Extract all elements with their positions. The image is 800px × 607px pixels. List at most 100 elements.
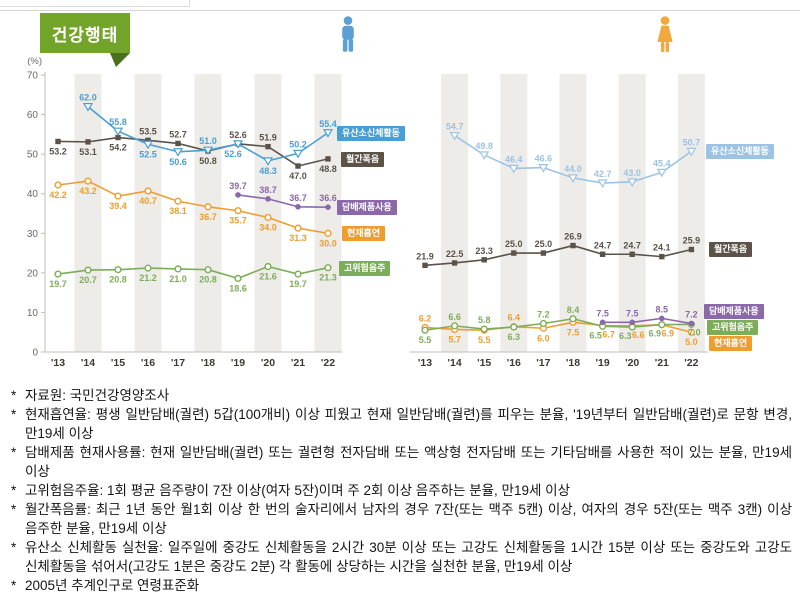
male-figure-icon (342, 16, 354, 52)
point-label: 50.7 (683, 137, 701, 147)
point-label: 21.2 (139, 273, 157, 283)
point-label: 39.7 (229, 181, 247, 191)
series-담배제품사용: 39.7 38.7 36.7 36.6 (229, 181, 337, 210)
point-label: 53.2 (49, 146, 67, 156)
top-left-border-remnant (0, 0, 190, 7)
svg-text:'13: '13 (51, 357, 65, 369)
legend-담배제품사용: 담배제품사용 (704, 304, 764, 319)
footnote-text: 자료원: 국민건강영양조사 (25, 388, 170, 403)
point-label: 52.6 (229, 130, 247, 140)
point-label: 7.5 (567, 327, 580, 337)
svg-text:'14: '14 (81, 357, 95, 369)
series-월간폭음: 53.2 53.1 54.2 53.5 52.7 50.8 52.6 51.9 47.0 48.8 (49, 126, 337, 181)
legend-월간폭음: 월간폭음 (709, 242, 753, 257)
series-유산소신체활동: 62.0 55.8 52.5 50.6 51.0 52.6 48.3 50.2 55.4 (79, 93, 337, 176)
series-고위험음주: 19.7 20.7 20.8 21.2 21.0 20.8 18.6 21.6 19.7 21.3 (49, 262, 337, 293)
point-label: 6.6 (632, 330, 645, 340)
point-label: 7.2 (537, 310, 550, 320)
point-label: 52.6 (224, 149, 242, 159)
point-label: 38.1 (169, 206, 187, 216)
point-label: 47.0 (289, 171, 307, 181)
series-유산소신체활동: 54.7 49.8 46.4 46.6 44.0 42.7 43.0 45.4 50.7 (446, 122, 701, 189)
svg-text:'19: '19 (596, 357, 610, 369)
point-label: 42.7 (594, 169, 612, 179)
point-label: 43.2 (79, 186, 97, 196)
legend-유산소신체활동: 유산소신체활동 (337, 126, 405, 141)
point-label: 22.5 (446, 249, 464, 259)
point-label: 18.6 (229, 283, 247, 293)
section-title-badge: 건강행태 (40, 13, 130, 53)
point-label: 8.5 (656, 304, 669, 314)
point-label: 53.5 (139, 126, 157, 136)
point-label: 21.9 (416, 251, 434, 261)
svg-text:60: 60 (27, 110, 39, 121)
footnote-bullet: * (11, 407, 17, 422)
point-label: 6.9 (662, 329, 675, 339)
footnote-item-5: * 월간폭음률: 최근 1년 동안 월1회 이상 한 번의 술자리에서 남자의 경… (10, 500, 792, 538)
point-label: 21.3 (319, 273, 337, 283)
y-axis: (%) 70 60 50 40 30 20 10 0 (27, 56, 46, 359)
svg-text:10: 10 (27, 308, 39, 319)
point-label: 21.0 (169, 274, 187, 284)
point-label: 52.7 (169, 129, 187, 139)
point-label: 40.7 (139, 196, 157, 206)
svg-text:'18: '18 (201, 357, 215, 369)
legend-현재흡연: 현재흡연 (342, 226, 386, 241)
point-label: 7.5 (596, 308, 609, 318)
svg-text:70: 70 (27, 71, 39, 82)
point-label: 54.2 (109, 143, 127, 153)
year-bands (74, 74, 342, 352)
point-label: 20.8 (109, 275, 127, 285)
point-label: 23.3 (475, 246, 493, 256)
legend-고위험음주: 고위험음주 (339, 261, 391, 276)
point-label: 55.8 (109, 117, 127, 127)
point-label: 7.5 (626, 308, 639, 318)
svg-text:'15: '15 (111, 357, 125, 369)
footnote-bullet: * (11, 445, 17, 460)
footnote-text: 월간폭음률: 최근 1년 동안 월1회 이상 한 번의 술자리에서 남자의 경우… (25, 502, 792, 536)
series-월간폭음: 21.9 22.5 23.3 25.0 25.0 26.9 24.7 24.7 24.1 25.9 (416, 232, 700, 269)
point-label: 8.4 (567, 305, 580, 315)
point-label: 62.0 (79, 93, 97, 103)
point-label: 43.0 (623, 168, 641, 178)
legend-담배제품사용: 담배제품사용 (337, 200, 397, 215)
footnote-bullet: * (11, 388, 17, 403)
svg-text:'20: '20 (625, 357, 639, 369)
point-label: 5.0 (685, 337, 698, 347)
svg-text:'20: '20 (261, 357, 275, 369)
svg-text:'22: '22 (684, 357, 698, 369)
point-label: 42.2 (49, 190, 67, 200)
series-현재흡연: 42.2 43.2 39.4 40.7 38.1 36.7 35.7 34.0 31.3 30.0 (49, 177, 337, 248)
x-axis: '13 '14 '15 '16 '17 '18 '19 '20 '21 '22 (410, 351, 708, 369)
point-label: 6.9 (649, 329, 662, 339)
point-label: 24.1 (653, 243, 671, 253)
footnote-bullet: * (11, 502, 17, 517)
point-label: 25.0 (505, 239, 523, 249)
svg-text:'18: '18 (566, 357, 580, 369)
point-label: 6.4 (508, 313, 521, 323)
svg-text:'16: '16 (141, 357, 155, 369)
point-label: 36.6 (319, 193, 337, 203)
point-label: 48.3 (259, 166, 277, 176)
footnote-text: 현재흡연율: 평생 일반담배(궐련) 5갑(100개비) 이상 피웠고 현재 일… (25, 407, 792, 441)
point-label: 36.7 (289, 193, 307, 203)
footnotes: * 자료원: 국민건강영양조사 * 현재흡연율: 평생 일반담배(궐련) 5갑(100… (10, 386, 792, 595)
point-label: 6.3 (508, 332, 521, 342)
point-label: 45.4 (653, 158, 671, 168)
point-label: 21.6 (259, 272, 277, 282)
footnote-item-1: * 자료원: 국민건강영양조사 (10, 386, 792, 405)
legend-고위험음주: 고위험음주 (707, 320, 759, 335)
svg-text:(%): (%) (27, 56, 42, 67)
point-label: 49.8 (475, 141, 493, 151)
point-label: 20.7 (79, 275, 97, 285)
svg-text:50: 50 (27, 150, 39, 161)
footnote-text: 담배제품 현재사용률: 현재 일반담배(궐련) 또는 궐련형 전자담배 또는 액… (25, 445, 792, 479)
point-label: 55.4 (319, 119, 337, 129)
point-label: 50.6 (169, 157, 187, 167)
point-label: 31.3 (289, 233, 307, 243)
point-label: 51.9 (259, 133, 277, 143)
series-고위험음주: 5.5 6.6 5.8 6.3 7.2 8.4 6.5 6.3 6.9 7.0 (419, 305, 701, 345)
point-label: 53.1 (79, 147, 97, 157)
top-rule-line (0, 10, 800, 11)
svg-text:'19: '19 (231, 357, 245, 369)
